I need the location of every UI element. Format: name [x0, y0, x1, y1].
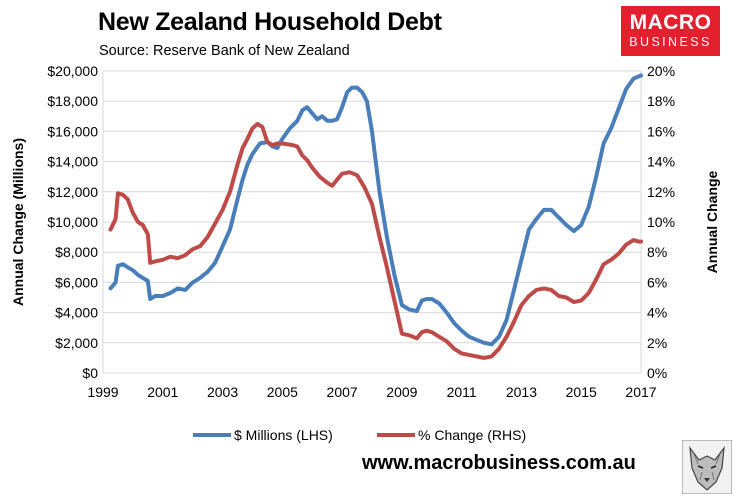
- y-left-tick-label: $0: [82, 365, 98, 381]
- x-tick-label: 2005: [267, 384, 298, 400]
- series-line-lhs: [108, 73, 643, 347]
- y-left-tick-label: $10,000: [47, 214, 98, 230]
- y-right-axis: 0% 2% 4% 6% 8% 10% 12% 14% 16% 18% 20%: [647, 63, 675, 381]
- y-right-tick-label: 12%: [647, 184, 675, 200]
- x-tick-label: 2007: [327, 384, 358, 400]
- y-left-tick-label: $6,000: [55, 274, 98, 290]
- chart-title: New Zealand Household Debt: [98, 8, 442, 36]
- y-left-tick-label: $16,000: [47, 123, 98, 139]
- y-left-axis-label: Annual Change (Millions): [10, 138, 26, 306]
- y-left-tick-label: $12,000: [47, 184, 98, 200]
- x-axis: 1999 2001 2003 2005 2007 2009 2011 2013 2015 2017: [87, 384, 656, 400]
- y-left-tick-label: $18,000: [47, 93, 98, 109]
- x-tick-label: 1999: [87, 384, 118, 400]
- y-right-tick-label: 10%: [647, 214, 675, 230]
- y-right-tick-label: 18%: [647, 93, 675, 109]
- y-right-tick-label: 16%: [647, 123, 675, 139]
- x-tick-label: 2017: [625, 384, 656, 400]
- brand-line-1: MACRO: [629, 11, 712, 34]
- y-left-axis: $0 $2,000 $4,000 $6,000 $8,000 $10,000 $12,000…: [47, 63, 98, 381]
- x-tick-label: 2003: [207, 384, 238, 400]
- y-left-tick-label: $8,000: [55, 244, 98, 260]
- x-tick-label: 2001: [147, 384, 178, 400]
- y-right-tick-label: 6%: [647, 274, 667, 290]
- footer-url: www.macrobusiness.com.au: [362, 452, 636, 474]
- legend-label: $ Millions (LHS): [234, 427, 333, 443]
- x-tick-label: 2011: [447, 384, 477, 400]
- x-tick-label: 2009: [386, 384, 417, 400]
- series-line-rhs: [108, 121, 643, 360]
- y-left-tick-label: $4,000: [55, 305, 98, 321]
- gridlines: [102, 70, 642, 374]
- y-right-tick-label: 0%: [647, 365, 667, 381]
- chart-subtitle: Source: Reserve Bank of New Zealand: [99, 43, 350, 59]
- x-tick-label: 2013: [506, 384, 537, 400]
- legend: $ Millions (LHS) % Change (RHS): [193, 427, 526, 443]
- y-right-tick-label: 8%: [647, 244, 667, 260]
- macrobusiness-logo: MACRO BUSINESS: [621, 6, 720, 56]
- legend-label: % Change (RHS): [418, 427, 526, 443]
- y-right-tick-label: 20%: [647, 63, 675, 79]
- y-right-axis-label: Annual Change: [704, 170, 720, 273]
- brand-line-2: BUSINESS: [629, 35, 712, 49]
- y-right-tick-label: 2%: [647, 335, 667, 351]
- x-tick-label: 2015: [566, 384, 597, 400]
- y-left-tick-label: $14,000: [47, 154, 98, 170]
- series-lines: [108, 73, 643, 360]
- y-right-tick-label: 4%: [647, 305, 667, 321]
- y-left-tick-label: $20,000: [47, 63, 98, 79]
- wolf-icon: [682, 440, 732, 494]
- y-right-tick-label: 14%: [647, 154, 675, 170]
- y-left-tick-label: $2,000: [55, 335, 98, 351]
